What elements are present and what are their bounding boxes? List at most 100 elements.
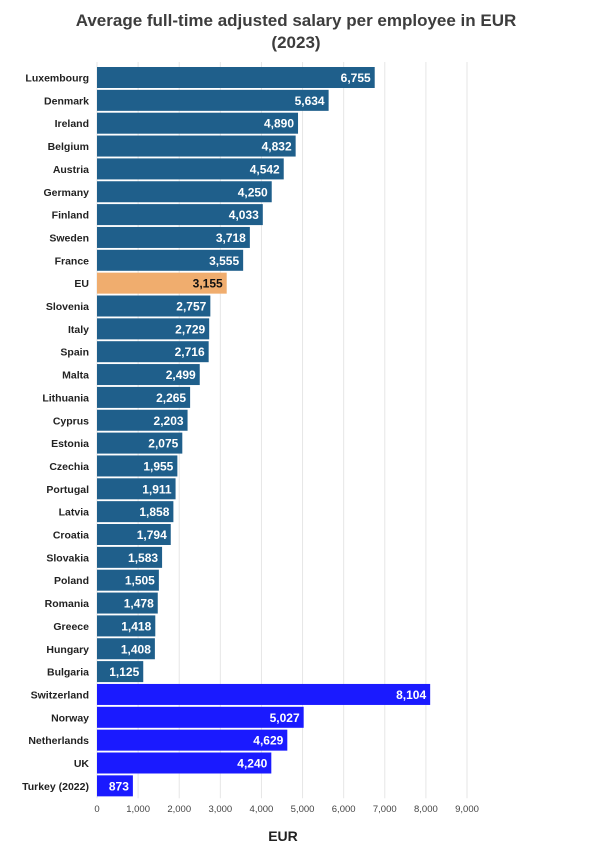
value-label: 3,555 bbox=[209, 254, 239, 268]
category-label: Turkey (2022) bbox=[22, 781, 89, 793]
chart-title-line-1: Average full-time adjusted salary per em… bbox=[75, 11, 517, 30]
value-label: 1,478 bbox=[124, 597, 154, 611]
bar-germany bbox=[97, 181, 272, 203]
category-label: Poland bbox=[54, 575, 89, 587]
category-label: Latvia bbox=[59, 507, 90, 519]
category-label: Germany bbox=[43, 187, 89, 199]
x-tick-label: 9,000 bbox=[455, 804, 479, 815]
category-labels: Luxembourg Denmark Ireland Belgium Austria Ge… bbox=[22, 73, 89, 793]
value-label: 6,755 bbox=[341, 71, 371, 85]
chart-title-line-2: (2023) bbox=[271, 33, 321, 52]
category-label: Switzerland bbox=[31, 689, 89, 701]
bar-lithuania bbox=[97, 386, 191, 408]
category-label: EU bbox=[74, 278, 89, 290]
chart-title: Average full-time adjusted salary per em… bbox=[0, 10, 592, 54]
x-axis-ticks: 0 1,000 2,000 3,000 4,000 5,000 6,000 7,000 8,00… bbox=[94, 804, 479, 815]
value-label: 4,890 bbox=[264, 117, 294, 131]
bar-finland bbox=[97, 204, 263, 226]
category-label: Slovakia bbox=[46, 552, 89, 564]
x-tick-label: 1,000 bbox=[126, 804, 150, 815]
bar-poland bbox=[97, 569, 159, 591]
value-label: 2,203 bbox=[154, 414, 184, 428]
category-label: Portugal bbox=[46, 484, 89, 496]
value-label: 4,832 bbox=[262, 140, 292, 154]
bar-portugal bbox=[97, 478, 176, 500]
bar-bulgaria bbox=[97, 661, 144, 683]
bar-eu bbox=[97, 272, 227, 294]
bar-latvia bbox=[97, 501, 174, 523]
bar-denmark bbox=[97, 89, 329, 111]
bar-belgium bbox=[97, 135, 296, 157]
category-label: UK bbox=[74, 758, 90, 770]
category-label: Italy bbox=[68, 324, 89, 336]
bar-spain bbox=[97, 341, 209, 363]
bar-uk bbox=[97, 752, 272, 774]
bar-austria bbox=[97, 158, 284, 180]
category-label: Malta bbox=[62, 370, 89, 382]
value-label: 1,858 bbox=[139, 505, 169, 519]
x-tick-label: 0 bbox=[94, 804, 99, 815]
category-label: Czechia bbox=[49, 461, 89, 473]
x-tick-label: 2,000 bbox=[167, 804, 191, 815]
category-label: Belgium bbox=[48, 141, 89, 153]
value-label: 4,542 bbox=[250, 162, 280, 176]
category-label: Austria bbox=[53, 164, 89, 176]
bar-turkey-2022 bbox=[97, 775, 133, 797]
value-label: 1,418 bbox=[121, 619, 151, 633]
bar-croatia bbox=[97, 524, 171, 545]
value-label: 5,027 bbox=[270, 711, 300, 725]
value-label: 1,911 bbox=[142, 482, 172, 496]
category-label: Ireland bbox=[55, 118, 89, 130]
category-label: Hungary bbox=[46, 644, 89, 656]
value-label: 3,718 bbox=[216, 231, 246, 245]
value-label: 1,794 bbox=[137, 528, 167, 542]
x-tick-label: 5,000 bbox=[291, 804, 315, 815]
category-label: Bulgaria bbox=[47, 667, 89, 679]
category-label: Romania bbox=[45, 598, 90, 610]
value-label: 1,408 bbox=[121, 642, 151, 656]
value-label: 2,757 bbox=[176, 300, 206, 314]
bar-norway bbox=[97, 706, 304, 728]
x-tick-label: 4,000 bbox=[250, 804, 274, 815]
value-label: 1,955 bbox=[143, 459, 173, 473]
value-label: 2,075 bbox=[148, 437, 178, 451]
bar-czechia bbox=[97, 455, 178, 477]
bar-greece bbox=[97, 615, 156, 637]
x-tick-label: 3,000 bbox=[208, 804, 232, 815]
value-label: 5,634 bbox=[295, 94, 325, 108]
category-label: Denmark bbox=[44, 95, 89, 107]
value-label: 2,265 bbox=[156, 391, 186, 405]
bar-italy bbox=[97, 318, 210, 340]
bar-luxembourg bbox=[97, 67, 375, 88]
value-label: 4,240 bbox=[237, 757, 267, 771]
x-tick-label: 6,000 bbox=[332, 804, 356, 815]
category-label: Lithuania bbox=[42, 392, 89, 404]
category-label: Spain bbox=[60, 347, 89, 359]
bar-romania bbox=[97, 592, 158, 614]
value-label: 4,033 bbox=[229, 208, 259, 222]
bar-estonia bbox=[97, 432, 183, 454]
value-label: 3,155 bbox=[193, 277, 223, 291]
bar-sweden bbox=[97, 226, 250, 248]
x-tick-label: 8,000 bbox=[414, 804, 438, 815]
category-label: Estonia bbox=[51, 438, 89, 450]
bar-slovenia bbox=[97, 295, 211, 317]
x-axis-title: EUR bbox=[268, 828, 298, 844]
value-label: 2,716 bbox=[175, 345, 205, 359]
value-label: 2,729 bbox=[175, 322, 205, 336]
value-label: 4,250 bbox=[238, 185, 268, 199]
category-label: Sweden bbox=[49, 232, 89, 244]
value-label: 8,104 bbox=[396, 688, 426, 702]
x-tick-label: 7,000 bbox=[373, 804, 397, 815]
bar-france bbox=[97, 249, 244, 271]
value-label: 1,505 bbox=[125, 574, 155, 588]
category-label: France bbox=[55, 255, 90, 267]
category-label: Luxembourg bbox=[25, 73, 89, 85]
value-label: 1,583 bbox=[128, 551, 158, 565]
bar-cyprus bbox=[97, 409, 188, 431]
bars bbox=[97, 67, 431, 797]
category-label: Slovenia bbox=[46, 301, 89, 313]
category-label: Finland bbox=[52, 210, 89, 222]
